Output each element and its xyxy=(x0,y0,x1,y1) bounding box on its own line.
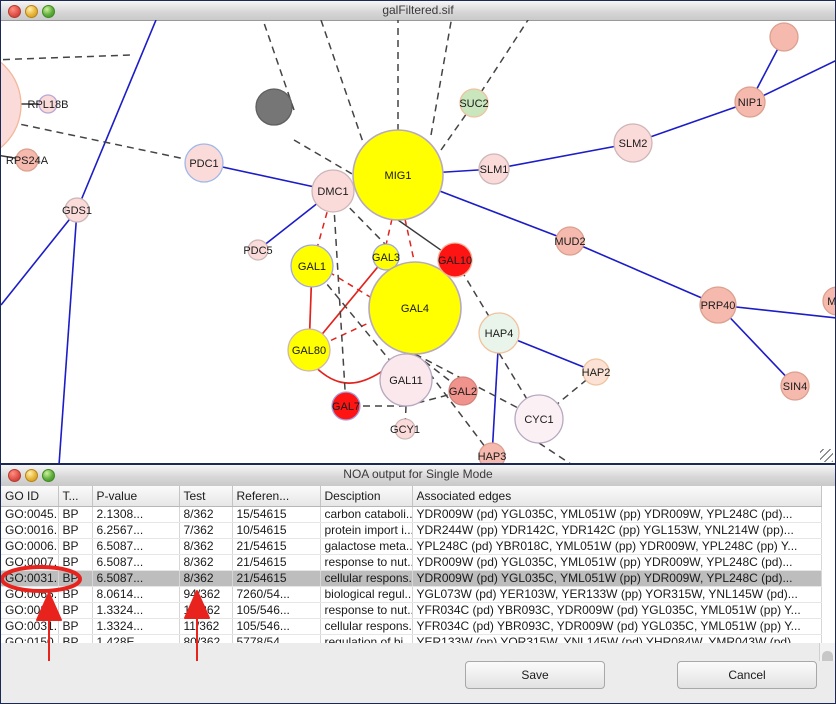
svg-text:SLM1: SLM1 xyxy=(480,164,509,176)
svg-text:GDS1: GDS1 xyxy=(62,205,92,217)
svg-text:MSI: MSI xyxy=(827,296,836,308)
svg-text:RPL18B: RPL18B xyxy=(28,99,69,111)
svg-text:DMC1: DMC1 xyxy=(317,186,348,198)
svg-text:GAL1: GAL1 xyxy=(298,261,326,273)
svg-text:GAL80: GAL80 xyxy=(292,345,326,357)
svg-text:PDC1: PDC1 xyxy=(189,158,218,170)
svg-text:MIG1: MIG1 xyxy=(385,170,412,182)
svg-text:PDC5: PDC5 xyxy=(243,245,272,257)
svg-text:SLM2: SLM2 xyxy=(619,138,648,150)
svg-text:GAL11: GAL11 xyxy=(389,375,422,387)
svg-text:CYC1: CYC1 xyxy=(524,414,553,426)
svg-text:SIN4: SIN4 xyxy=(783,381,807,393)
svg-text:GAL4: GAL4 xyxy=(401,303,429,315)
svg-text:HAP4: HAP4 xyxy=(485,328,514,340)
svg-text:PRP40: PRP40 xyxy=(701,300,736,312)
svg-text:HAP3: HAP3 xyxy=(478,451,507,463)
svg-text:HAP2: HAP2 xyxy=(582,367,611,379)
svg-text:RPS24A: RPS24A xyxy=(6,155,49,167)
svg-text:GAL7: GAL7 xyxy=(332,401,360,413)
svg-text:SUC2: SUC2 xyxy=(459,98,488,110)
svg-text:GAL3: GAL3 xyxy=(372,252,400,264)
svg-text:NIP1: NIP1 xyxy=(738,97,762,109)
svg-text:MUD2: MUD2 xyxy=(554,236,585,248)
svg-text:GAL10: GAL10 xyxy=(438,255,472,267)
svg-text:GAL2: GAL2 xyxy=(449,386,477,398)
svg-text:GCY1: GCY1 xyxy=(390,424,420,436)
